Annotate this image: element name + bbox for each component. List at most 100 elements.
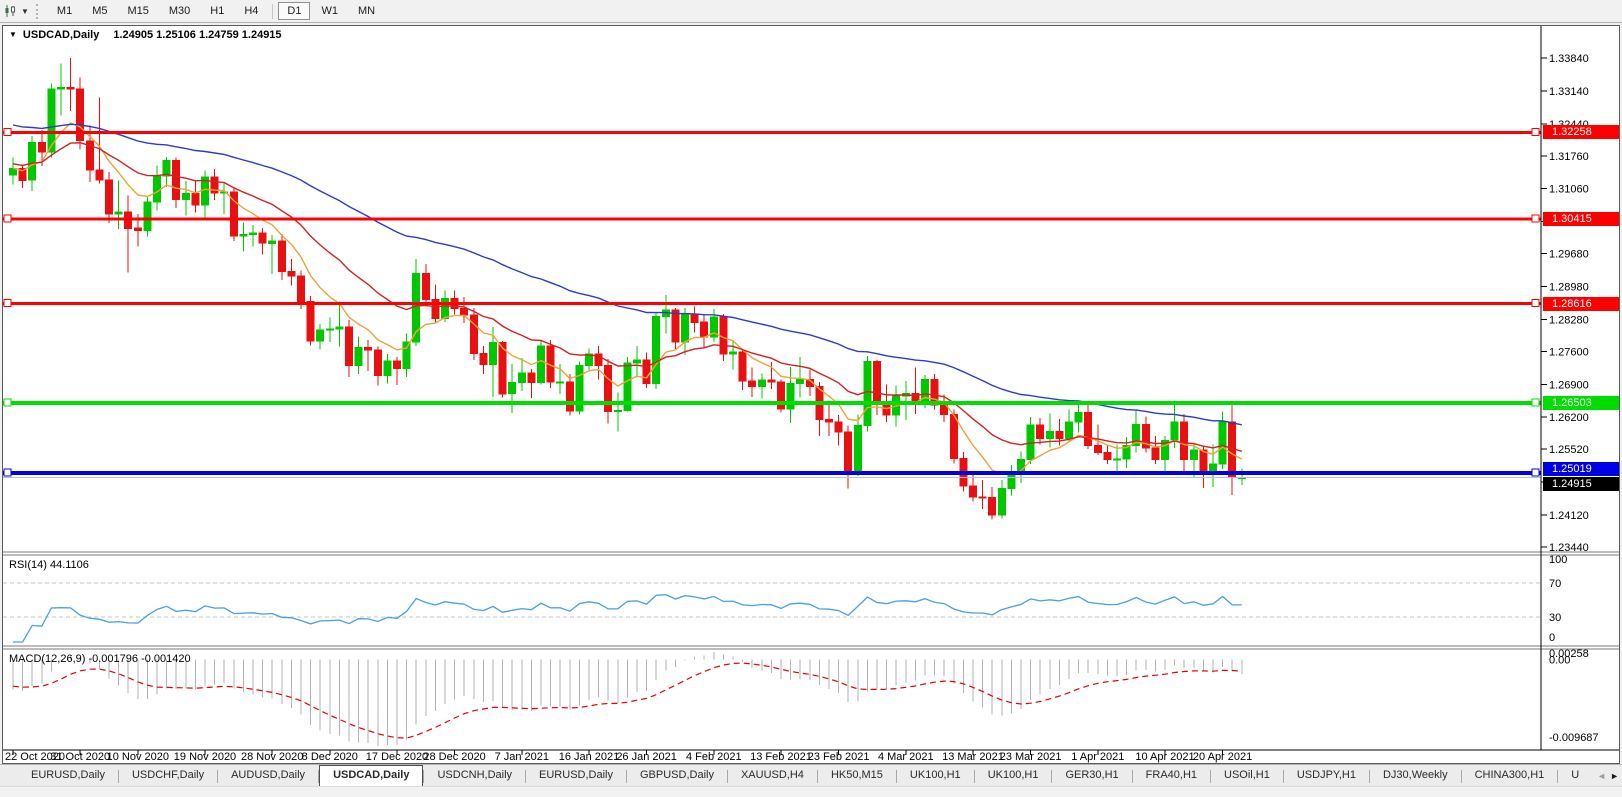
- tab-divider: [1051, 770, 1053, 783]
- status-strip: [0, 786, 1622, 797]
- hline-price-label: 1.25019: [1543, 462, 1619, 476]
- chart-tab-usdcnh-daily[interactable]: USDCNH,Daily: [437, 769, 513, 781]
- svg-text:100: 100: [1549, 554, 1567, 566]
- svg-text:13 Mar 2021: 13 Mar 2021: [942, 751, 1004, 763]
- timeframe-button-m1[interactable]: M1: [56, 5, 73, 17]
- chart-tab-usdcad-daily[interactable]: USDCAD,Daily: [319, 765, 424, 786]
- tab-divider: [423, 770, 425, 783]
- svg-text:0.00258: 0.00258: [1549, 648, 1589, 660]
- hline-price-label: 1.28616: [1543, 297, 1619, 311]
- timeframe-button-m15[interactable]: M15: [127, 5, 149, 17]
- svg-text:31 Oct 2020: 31 Oct 2020: [50, 751, 110, 763]
- svg-text:28 Nov 2020: 28 Nov 2020: [241, 751, 303, 763]
- chart-type-dropdown[interactable]: ▼: [0, 4, 33, 18]
- chart-tab-ger30-h1[interactable]: GER30,H1: [1065, 769, 1119, 781]
- timeframe-button-d1[interactable]: D1: [278, 2, 311, 20]
- svg-text:1.31760: 1.31760: [1549, 151, 1589, 163]
- tab-divider: [318, 770, 320, 783]
- svg-text:1.28980: 1.28980: [1549, 282, 1589, 294]
- chart-tab-dj30-weekly[interactable]: DJ30,Weekly: [1382, 769, 1448, 781]
- svg-text:1.29680: 1.29680: [1549, 249, 1589, 261]
- svg-text:4 Mar 2021: 4 Mar 2021: [878, 751, 934, 763]
- chart-tab-china300-h1[interactable]: CHINA300,H1: [1474, 769, 1545, 781]
- tab-divider: [626, 770, 627, 783]
- svg-text:1 Apr 2021: 1 Apr 2021: [1071, 751, 1124, 763]
- svg-text:28 Dec 2020: 28 Dec 2020: [423, 751, 485, 763]
- tab-divider: [895, 770, 897, 783]
- svg-text:7 Jan 2021: 7 Jan 2021: [495, 751, 549, 763]
- collapse-triangle-icon[interactable]: ▼: [9, 30, 17, 39]
- chart-tab-usdjpy-h1[interactable]: USDJPY,H1: [1296, 769, 1356, 781]
- svg-text:30: 30: [1549, 612, 1561, 624]
- tab-scroll-arrows: ◄ ►: [1593, 765, 1619, 787]
- svg-text:1.28280: 1.28280: [1549, 314, 1589, 326]
- hline-price-label: 1.30415: [1543, 212, 1619, 226]
- tab-divider: [816, 770, 818, 783]
- svg-text:10 Apr 2021: 10 Apr 2021: [1135, 751, 1194, 763]
- svg-text:1.26900: 1.26900: [1549, 379, 1589, 391]
- chart-tab-bar: EURUSD,Daily USDCHF,Daily AUDUSD,Daily USDC…: [0, 764, 1622, 787]
- chart-tab-gbpusd-daily[interactable]: GBPUSD,Daily: [640, 769, 714, 781]
- chart-window: 1.338401.331401.324401.317601.310601.303…: [2, 25, 1620, 764]
- tab-divider: [525, 770, 527, 783]
- chart-tab-eurusd-daily[interactable]: EURUSD,Daily: [539, 769, 613, 781]
- chevron-down-icon: ▼: [21, 6, 29, 16]
- svg-text:1.25520: 1.25520: [1549, 444, 1589, 456]
- chart-tab-hk50-m15[interactable]: HK50,M15: [830, 769, 883, 781]
- chart-tab-uk100-h1[interactable]: UK100,H1: [987, 769, 1039, 781]
- svg-text:17 Dec 2020: 17 Dec 2020: [366, 751, 428, 763]
- timeframe-buttons: M1 M5 M15 M30 H1 H4 D1 W1 MN: [47, 2, 385, 20]
- candlestick-chart-icon: [5, 5, 15, 17]
- svg-text:26 Jan 2021: 26 Jan 2021: [616, 751, 677, 763]
- svg-text:20 Apr 2021: 20 Apr 2021: [1193, 751, 1252, 763]
- tab-divider: [1557, 770, 1559, 783]
- hline-price-label: 1.32258: [1543, 125, 1619, 139]
- rsi-indicator-label: RSI(14) 44.1106: [9, 559, 89, 571]
- svg-text:1.33840: 1.33840: [1549, 53, 1589, 65]
- timeframe-button-m5[interactable]: M5: [92, 5, 108, 17]
- chart-tab-fra40-h1[interactable]: FRA40,H1: [1145, 769, 1198, 781]
- chart-tab-usdchf-daily[interactable]: USDCHF,Daily: [131, 769, 205, 781]
- chart-tab-uk100-h1[interactable]: UK100,H1: [909, 769, 961, 781]
- tab-divider: [726, 770, 728, 783]
- chart-tab-usoil-h1[interactable]: USOil,H1: [1224, 769, 1270, 781]
- timeframe-button-m30[interactable]: M30: [168, 5, 191, 17]
- svg-text:70: 70: [1549, 578, 1561, 590]
- svg-text:1.23440: 1.23440: [1549, 542, 1589, 554]
- timeframe-button-h1[interactable]: H1: [210, 5, 225, 17]
- hline-price-label: 1.26503: [1543, 396, 1619, 410]
- toolbar-separator: [272, 3, 274, 19]
- chart-plot-area[interactable]: 1.338401.331401.324401.317601.310601.303…: [3, 26, 1619, 763]
- svg-text:23 Feb 2021: 23 Feb 2021: [808, 751, 870, 763]
- chart-tab-truncated[interactable]: U: [1571, 769, 1580, 781]
- timeframe-button-w1[interactable]: W1: [321, 5, 338, 17]
- chart-tabs: EURUSD,Daily USDCHF,Daily AUDUSD,Daily USDC…: [18, 765, 1592, 786]
- tab-scroll-left-icon[interactable]: ◄: [1597, 771, 1607, 781]
- svg-text:1.27600: 1.27600: [1549, 346, 1589, 358]
- svg-text:1.24120: 1.24120: [1549, 510, 1589, 522]
- svg-text:1.26200: 1.26200: [1549, 412, 1589, 424]
- chart-symbol-period: USDCAD,Daily: [22, 29, 100, 41]
- tab-divider: [1282, 770, 1284, 783]
- tab-divider: [1210, 770, 1212, 783]
- macd-indicator-label: MACD(12,26,9) -0.001796 -0.001420: [9, 653, 191, 665]
- svg-text:16 Jan 2021: 16 Jan 2021: [559, 751, 620, 763]
- tab-divider: [117, 770, 119, 783]
- svg-text:-0.009687: -0.009687: [1549, 732, 1599, 744]
- timeframe-button-mn[interactable]: MN: [357, 5, 376, 17]
- timeframe-button-h4[interactable]: H4: [244, 5, 259, 17]
- svg-text:8 Dec 2020: 8 Dec 2020: [302, 751, 358, 763]
- svg-text:0: 0: [1549, 632, 1555, 644]
- tab-scroll-right-icon[interactable]: ►: [1610, 771, 1619, 781]
- svg-text:23 Mar 2021: 23 Mar 2021: [1000, 751, 1062, 763]
- toolbar-grip[interactable]: [35, 3, 42, 19]
- chart-tab-xauusd-h4[interactable]: XAUUSD,H4: [740, 769, 804, 781]
- chart-tab-audusd-daily[interactable]: AUDUSD,Daily: [231, 769, 306, 781]
- svg-text:1.31060: 1.31060: [1549, 184, 1589, 196]
- tab-divider: [973, 770, 975, 783]
- current-price-label: 1.24915: [1543, 477, 1619, 491]
- svg-text:22 Oct 2020: 22 Oct 2020: [5, 751, 65, 763]
- chart-tab-eurusd-daily[interactable]: EURUSD,Daily: [31, 769, 105, 781]
- svg-text:19 Nov 2020: 19 Nov 2020: [174, 751, 236, 763]
